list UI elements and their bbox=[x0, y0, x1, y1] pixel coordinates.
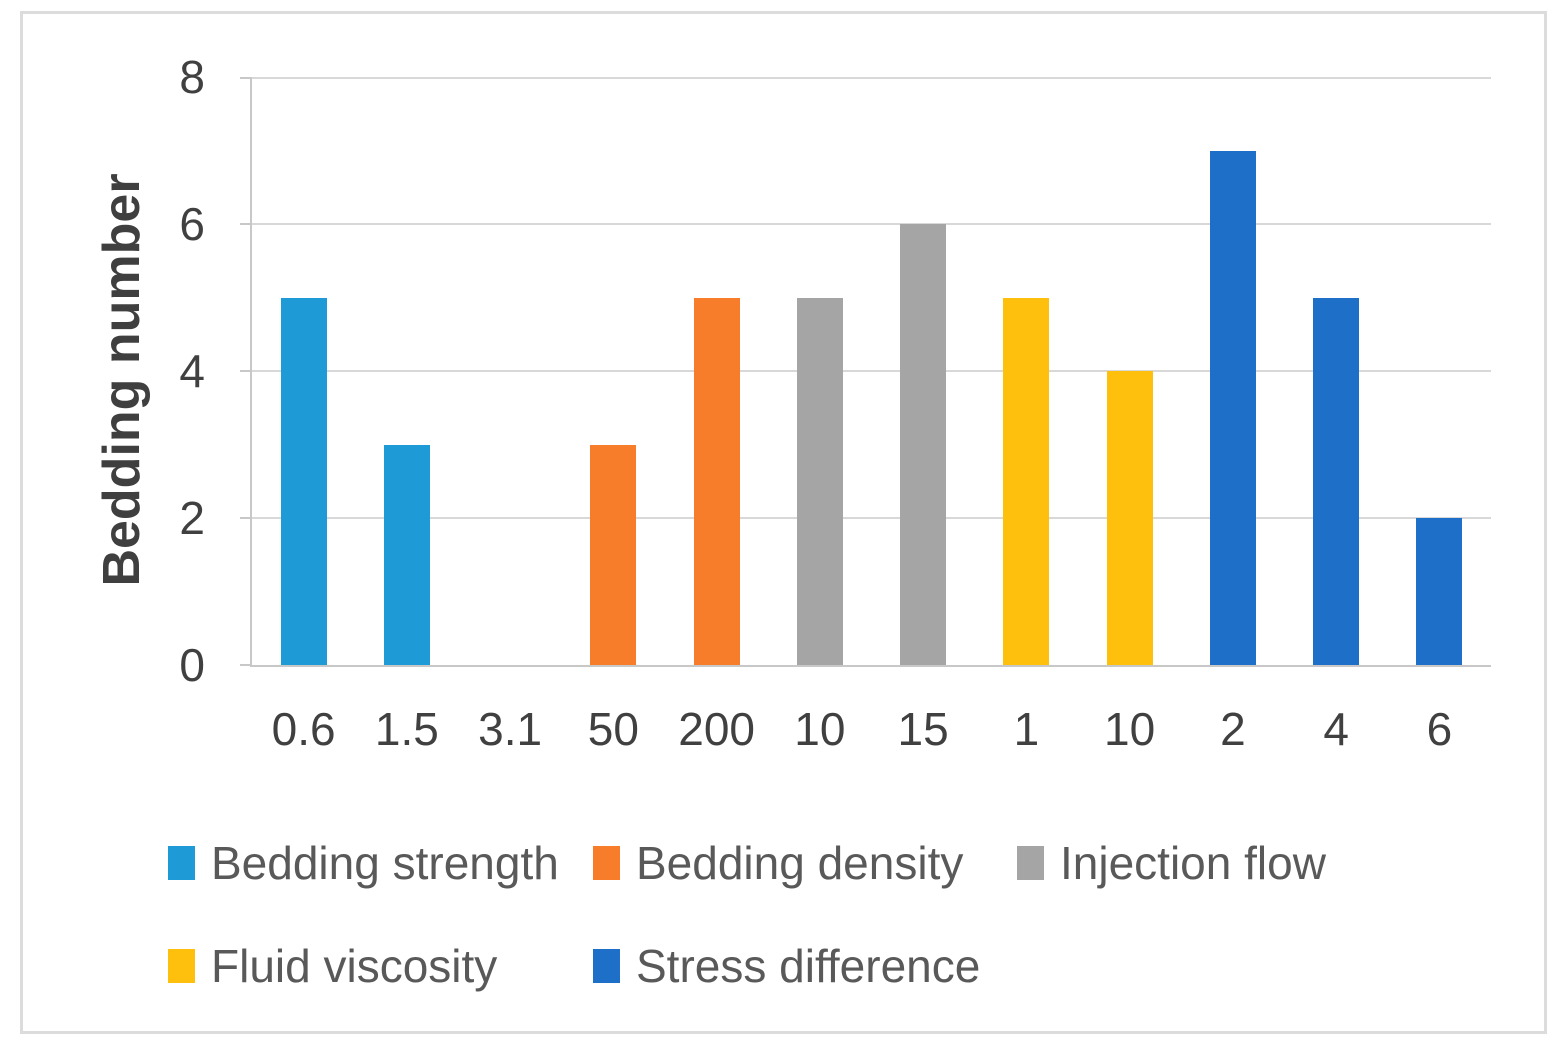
legend-label: Fluid viscosity bbox=[211, 940, 498, 992]
plot-area bbox=[240, 77, 1491, 667]
legend-label: Stress difference bbox=[636, 940, 981, 992]
legend-swatch-icon bbox=[593, 949, 620, 983]
legend-label: Bedding strength bbox=[211, 837, 559, 889]
y-tickmark-0 bbox=[240, 664, 250, 666]
y-tick-label-0: 0 bbox=[179, 639, 205, 691]
legend-swatch-icon bbox=[168, 846, 195, 880]
legend-swatch-icon bbox=[168, 949, 195, 983]
bar-bedding-strength-0.6 bbox=[280, 297, 327, 665]
bar-bedding-strength-1.5 bbox=[383, 444, 430, 665]
x-tick-label-0: 0.6 bbox=[271, 703, 336, 755]
legend-item-bedding-strength: Bedding strength bbox=[168, 837, 559, 889]
gridline-y8 bbox=[252, 77, 1491, 79]
y-tick-label-6: 6 bbox=[179, 198, 205, 250]
x-tick-label-7: 1 bbox=[1013, 703, 1040, 755]
x-tick-label-11: 6 bbox=[1426, 703, 1453, 755]
x-tick-label-9: 2 bbox=[1220, 703, 1246, 755]
x-tick-label-1: 1.5 bbox=[374, 703, 439, 755]
bar-stress-difference-2 bbox=[1209, 150, 1256, 665]
figure-border bbox=[20, 11, 1547, 1034]
bar-bedding-density-200 bbox=[693, 297, 740, 665]
y-tick-label-2: 2 bbox=[179, 492, 205, 544]
gridline-y4 bbox=[252, 370, 1491, 372]
legend-swatch-icon bbox=[1017, 846, 1044, 880]
bar-fluid-viscosity-1 bbox=[1003, 297, 1050, 665]
y-tickmark-2 bbox=[240, 517, 250, 519]
bar-injection-flow-10 bbox=[796, 297, 843, 665]
bar-bedding-density-50 bbox=[590, 444, 637, 665]
x-tick-label-6: 15 bbox=[897, 703, 949, 755]
x-tick-label-10: 4 bbox=[1323, 703, 1349, 755]
y-tickmark-4 bbox=[240, 370, 250, 372]
legend-item-injection-flow: Injection flow bbox=[1017, 837, 1326, 889]
x-tick-label-4: 200 bbox=[678, 703, 755, 755]
x-tick-label-8: 10 bbox=[1104, 703, 1156, 755]
legend-item-fluid-viscosity: Fluid viscosity bbox=[168, 940, 498, 992]
bar-fluid-viscosity-10 bbox=[1106, 371, 1153, 665]
legend-item-stress-difference: Stress difference bbox=[593, 940, 981, 992]
y-tickmark-8 bbox=[240, 77, 250, 79]
x-tick-label-2: 3.1 bbox=[478, 703, 543, 755]
legend-label: Injection flow bbox=[1060, 837, 1326, 889]
bar-stress-difference-6 bbox=[1416, 518, 1463, 665]
y-tick-label-8: 8 bbox=[179, 51, 205, 103]
x-tick-label-3: 50 bbox=[587, 703, 639, 755]
legend-label: Bedding density bbox=[636, 837, 964, 889]
y-tickmark-6 bbox=[240, 223, 250, 225]
bar-injection-flow-15 bbox=[900, 224, 947, 665]
x-tick-label-5: 10 bbox=[794, 703, 846, 755]
gridline-y6 bbox=[252, 223, 1491, 225]
y-tick-label-4: 4 bbox=[179, 345, 205, 397]
legend-item-bedding-density: Bedding density bbox=[593, 837, 964, 889]
bar-stress-difference-4 bbox=[1313, 297, 1360, 665]
legend-swatch-icon bbox=[593, 846, 620, 880]
gridline-y2 bbox=[252, 517, 1491, 519]
